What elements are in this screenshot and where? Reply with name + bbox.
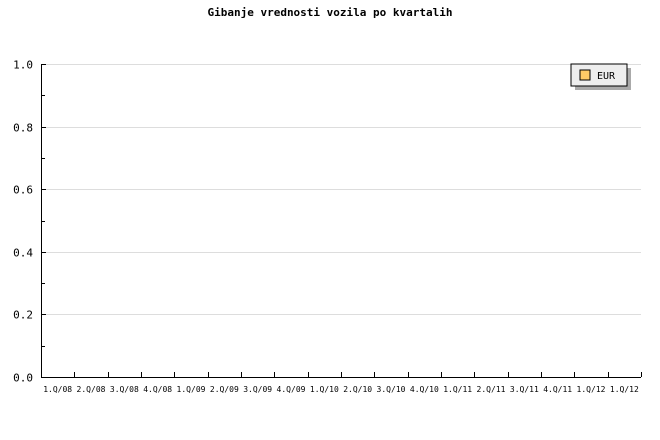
x-tick-label: 2.Q/10 bbox=[343, 385, 372, 394]
x-tick-label: 1.Q/10 bbox=[310, 385, 339, 394]
x-tick-label: 1.Q/12 bbox=[577, 385, 606, 394]
y-tick-label: 0.8 bbox=[13, 122, 33, 135]
y-axis-ticks: 0.0 0.2 0.4 0.6 0.8 1.0 bbox=[13, 59, 46, 385]
axes bbox=[41, 64, 641, 378]
x-tick-label: 1.Q/11 bbox=[443, 385, 472, 394]
x-tick-label: 1.Q/12 bbox=[610, 385, 639, 394]
y-tick-label: 0.6 bbox=[13, 184, 33, 197]
chart-title: Gibanje vrednosti vozila po kvartalih bbox=[207, 6, 452, 19]
x-tick-label: 4.Q/09 bbox=[277, 385, 306, 394]
legend-swatch bbox=[579, 69, 591, 81]
x-tick-label: 4.Q/11 bbox=[543, 385, 572, 394]
x-tick-label: 1.Q/08 bbox=[43, 385, 72, 394]
y-tick-label: 0.2 bbox=[13, 309, 33, 322]
x-tick-label: 2.Q/11 bbox=[477, 385, 506, 394]
x-tick-label: 3.Q/08 bbox=[110, 385, 139, 394]
y-tick-label: 0.4 bbox=[13, 247, 33, 260]
gridlines bbox=[41, 64, 641, 315]
x-tick-label: 3.Q/11 bbox=[510, 385, 539, 394]
x-axis-ticks: 1.Q/08 2.Q/08 3.Q/08 4.Q/08 1.Q/09 2.Q/09 3.Q/… bbox=[43, 372, 642, 394]
x-tick-label: 2.Q/09 bbox=[210, 385, 239, 394]
y-tick-label: 0.0 bbox=[13, 372, 33, 385]
legend-label: EUR bbox=[597, 71, 616, 82]
y-tick-label: 1.0 bbox=[13, 59, 33, 72]
x-tick-label: 2.Q/08 bbox=[77, 385, 106, 394]
x-tick-label: 1.Q/09 bbox=[177, 385, 206, 394]
x-tick-label: 3.Q/09 bbox=[243, 385, 272, 394]
x-tick-label: 4.Q/10 bbox=[410, 385, 439, 394]
x-tick-label: 4.Q/08 bbox=[143, 385, 172, 394]
legend: EUR bbox=[570, 63, 631, 90]
x-tick-label: 3.Q/10 bbox=[377, 385, 406, 394]
